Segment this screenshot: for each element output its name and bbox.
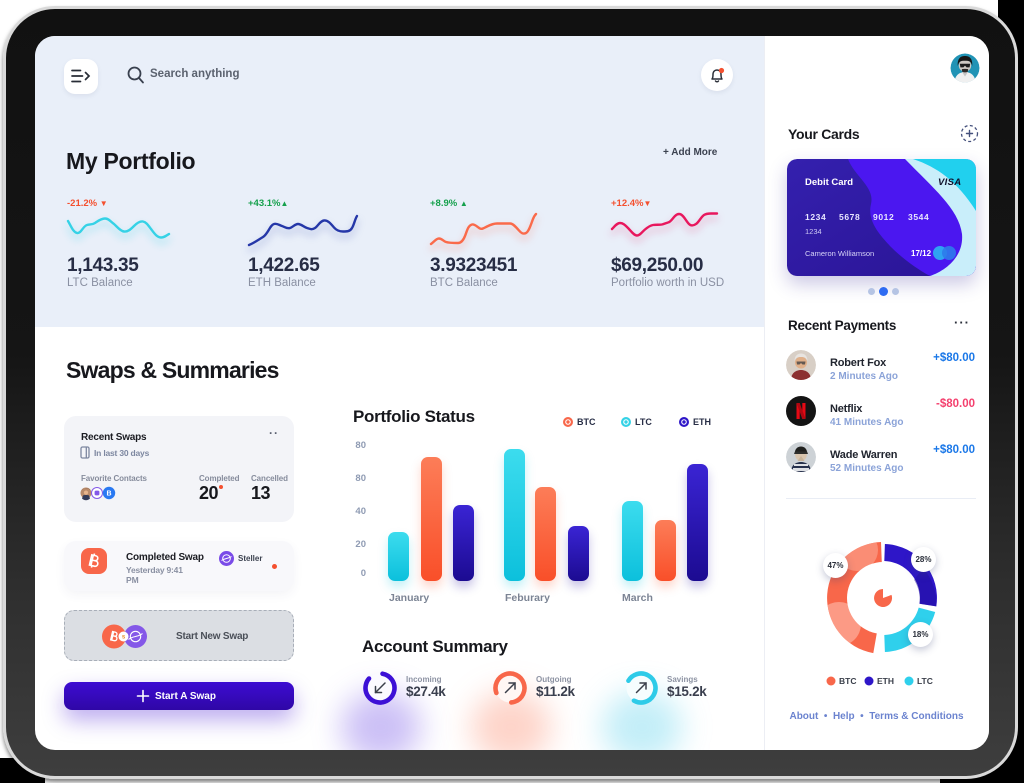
svg-text:Debit Card: Debit Card [805, 177, 853, 188]
svg-text:BTC: BTC [839, 676, 856, 686]
svg-text:Cameron Williamson: Cameron Williamson [805, 249, 874, 258]
svg-text:ETH: ETH [693, 417, 711, 427]
svg-text:17/12: 17/12 [911, 249, 932, 258]
svg-text:1234: 1234 [805, 212, 826, 222]
svg-text:3544: 3544 [908, 212, 929, 222]
svg-text:1234: 1234 [805, 227, 822, 236]
svg-text:LTC: LTC [635, 417, 652, 427]
svg-text:BTC: BTC [577, 417, 596, 427]
svg-text:VISA: VISA [938, 177, 961, 188]
svg-text:ETH: ETH [877, 676, 894, 686]
svg-text:9012: 9012 [873, 212, 894, 222]
svg-text:B: B [106, 491, 111, 498]
svg-text:LTC: LTC [917, 676, 933, 686]
svg-text:s: s [122, 635, 126, 641]
svg-text:5678: 5678 [839, 212, 860, 222]
